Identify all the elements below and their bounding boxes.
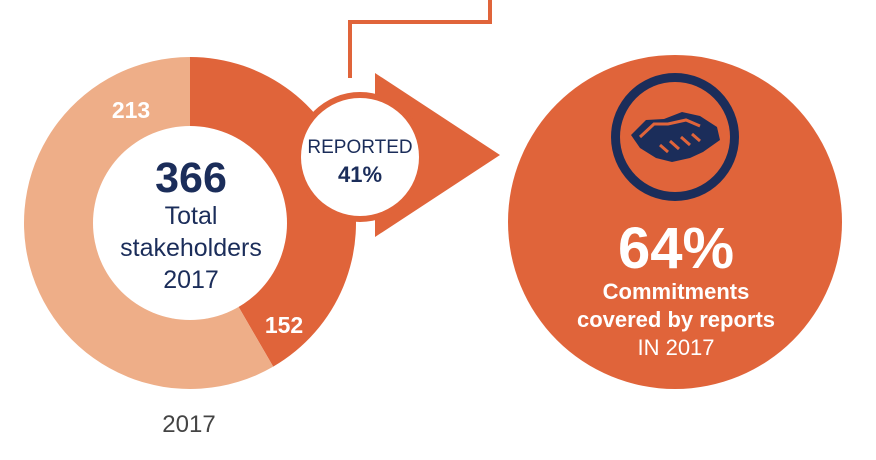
slice-label-213: 213 [112, 97, 150, 123]
donut-center-line1: Total [165, 202, 218, 230]
slice-label-152: 152 [265, 312, 303, 338]
donut-center-line3: 2017 [163, 266, 219, 294]
commitments-value: 64% [618, 216, 734, 281]
commitments-circle [508, 55, 842, 389]
handshake-icon [611, 73, 739, 201]
commitments-line1: Commitments [603, 279, 750, 304]
reported-circle-inner [301, 98, 419, 216]
commitments-line2: covered by reports [577, 307, 775, 332]
reported-label: REPORTED [307, 137, 412, 158]
reported-value: 41% [338, 162, 382, 187]
donut-center-line2: stakeholders [120, 234, 262, 262]
commitments-line3: IN 2017 [637, 335, 714, 360]
donut-center-hole [93, 126, 287, 320]
donut-year-label: 2017 [162, 411, 215, 438]
donut-total: 366 [155, 154, 227, 202]
connector-line [348, 0, 492, 78]
